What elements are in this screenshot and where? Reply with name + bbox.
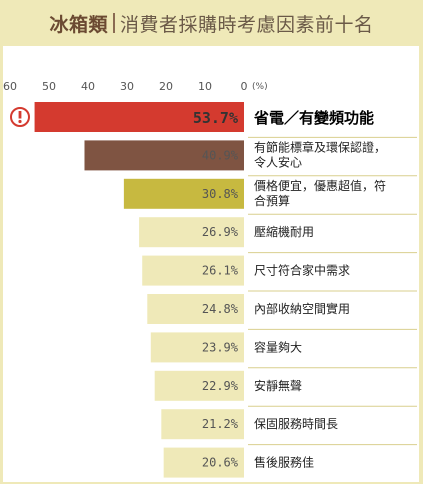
- category-label: 容量夠大: [254, 339, 302, 354]
- x-tick-label: 0: [241, 80, 248, 93]
- x-tick-label: 60: [3, 80, 17, 93]
- category-label-line: 尺寸符合家中需求: [254, 263, 350, 278]
- category-label-line: 合預算: [254, 193, 290, 208]
- bar: [34, 102, 244, 132]
- exclamation-mark-stem: [18, 111, 22, 119]
- chart-title: 冰箱類 消費者採購時考慮因素前十名: [0, 0, 423, 46]
- category-label-line: 容量夠大: [254, 339, 302, 354]
- x-tick-label: 30: [120, 80, 134, 93]
- value-label: 20.6%: [202, 456, 239, 470]
- category-label-line: 價格便宜，優惠超值，符: [254, 178, 386, 193]
- value-label: 53.7%: [193, 109, 238, 127]
- category-label-line: 壓縮機耐用: [254, 224, 314, 239]
- exclamation-mark-dot: [18, 119, 22, 124]
- category-label: 價格便宜，優惠超值，符合預算: [254, 178, 386, 208]
- value-label: 40.9%: [202, 148, 239, 162]
- bar: [150, 332, 244, 363]
- category-label-line: 有節能標章及環保認證，: [254, 139, 386, 154]
- x-tick-label: 40: [81, 80, 95, 93]
- x-tick-label: 50: [42, 80, 56, 93]
- title-category: 冰箱類: [49, 13, 108, 36]
- bar: [154, 370, 244, 401]
- category-label: 尺寸符合家中需求: [254, 263, 350, 278]
- value-label: 23.9%: [202, 340, 239, 354]
- bar: [163, 447, 244, 478]
- category-label-line: 令人安心: [254, 154, 302, 169]
- category-label: 安靜無聲: [254, 378, 302, 393]
- category-label: 保固服務時間長: [254, 417, 338, 431]
- category-label-line: 售後服務佳: [254, 455, 314, 470]
- bar: [84, 140, 245, 171]
- value-label: 26.9%: [202, 225, 239, 239]
- x-unit-label: (%): [252, 82, 268, 92]
- bar: [142, 255, 244, 286]
- category-label-line: 省電／有變頻功能: [253, 109, 374, 127]
- value-label: 26.1%: [202, 264, 239, 278]
- bar: [139, 217, 244, 248]
- bar: [147, 294, 244, 324]
- bar: [123, 178, 244, 209]
- bar: [161, 409, 244, 440]
- category-label-line: 安靜無聲: [254, 378, 302, 393]
- category-label: 壓縮機耐用: [254, 224, 314, 239]
- value-label: 24.8%: [202, 302, 239, 316]
- value-label: 21.2%: [202, 417, 239, 431]
- category-label-line: 內部收納空間實用: [254, 301, 350, 316]
- category-label: 有節能標章及環保認證，令人安心: [254, 139, 386, 169]
- title-separator: [113, 13, 115, 33]
- value-label: 30.8%: [202, 187, 239, 201]
- x-tick-label: 10: [198, 80, 212, 93]
- category-label: 內部收納空間實用: [254, 301, 350, 316]
- category-label: 省電／有變頻功能: [253, 109, 374, 127]
- title-text: 消費者採購時考慮因素前十名: [120, 13, 374, 36]
- category-label-line: 保固服務時間長: [254, 417, 338, 431]
- category-label: 售後服務佳: [254, 455, 314, 470]
- value-label: 22.9%: [202, 379, 239, 393]
- x-tick-label: 20: [159, 80, 173, 93]
